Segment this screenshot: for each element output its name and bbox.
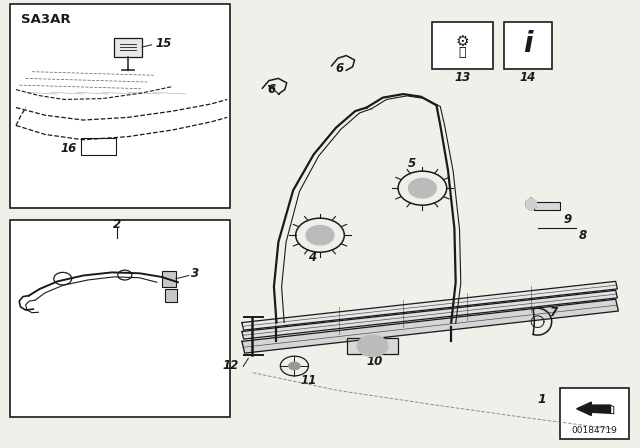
Bar xyxy=(114,38,142,57)
Text: SA3AR: SA3AR xyxy=(21,13,71,26)
Bar xyxy=(162,271,176,287)
Bar xyxy=(534,202,560,210)
Bar xyxy=(10,220,230,417)
Circle shape xyxy=(357,335,388,357)
Circle shape xyxy=(306,225,334,245)
Bar xyxy=(504,22,552,69)
Polygon shape xyxy=(242,299,618,353)
Text: 1: 1 xyxy=(538,393,547,406)
Polygon shape xyxy=(577,402,611,416)
Text: 12: 12 xyxy=(223,358,239,372)
Text: 9: 9 xyxy=(563,213,572,226)
Bar xyxy=(347,338,398,354)
Polygon shape xyxy=(242,290,618,339)
Text: ⚙: ⚙ xyxy=(456,34,469,49)
Text: 4: 4 xyxy=(308,251,316,264)
Text: 5: 5 xyxy=(408,156,415,170)
Text: i: i xyxy=(523,30,532,58)
Text: 14: 14 xyxy=(520,71,536,84)
Text: 8: 8 xyxy=(579,228,588,242)
Text: 15: 15 xyxy=(155,37,172,50)
Text: 6: 6 xyxy=(335,61,343,75)
Circle shape xyxy=(288,362,301,370)
Bar xyxy=(81,138,116,155)
Bar xyxy=(10,4,230,208)
Bar xyxy=(432,22,493,69)
Text: 7: 7 xyxy=(549,306,557,319)
Text: 2: 2 xyxy=(113,217,121,231)
Text: 11: 11 xyxy=(301,374,317,388)
Bar xyxy=(165,289,177,302)
Text: 👤: 👤 xyxy=(459,46,466,59)
Text: 3: 3 xyxy=(191,267,199,280)
Polygon shape xyxy=(242,281,618,330)
Bar xyxy=(560,388,629,439)
Circle shape xyxy=(408,178,436,198)
Text: 13: 13 xyxy=(454,71,470,84)
Text: 00184719: 00184719 xyxy=(572,426,618,435)
Text: 6: 6 xyxy=(268,83,275,96)
Text: 16: 16 xyxy=(61,142,77,155)
Text: 10: 10 xyxy=(366,355,383,368)
Polygon shape xyxy=(526,198,536,211)
